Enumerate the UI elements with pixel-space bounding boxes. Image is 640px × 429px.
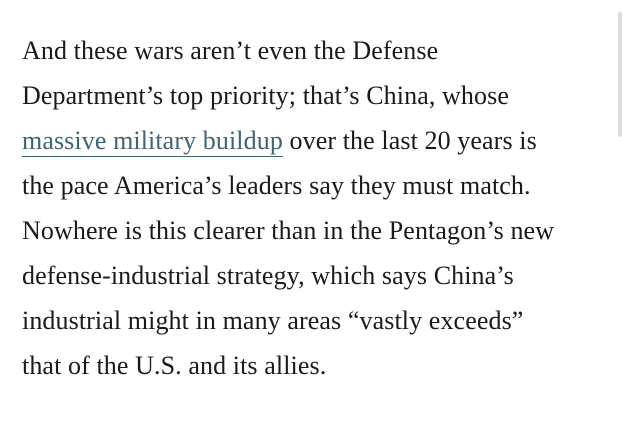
- text-line: Department’s top priority; that’s China,…: [22, 81, 509, 110]
- text-line: Nowhere is this clearer than in the Pent…: [22, 216, 555, 245]
- text-line: massive military buildup over the last 2…: [22, 118, 554, 163]
- text-fragment: over the last 20 years is: [282, 126, 537, 155]
- text-line: defense-industrial strategy, which says …: [22, 261, 514, 290]
- article-paragraph: And these wars aren’t even the Defense D…: [22, 28, 554, 388]
- text-line: the pace America’s leaders say they must…: [22, 171, 531, 200]
- scrollbar[interactable]: [618, 12, 622, 137]
- massive-military-buildup-link[interactable]: massive military buildup: [22, 126, 283, 157]
- text-line: that of the U.S. and its allies.: [22, 351, 327, 380]
- text-line: industrial might in many areas “vastly e…: [22, 306, 524, 335]
- text-line: And these wars aren’t even the Defense: [22, 36, 439, 65]
